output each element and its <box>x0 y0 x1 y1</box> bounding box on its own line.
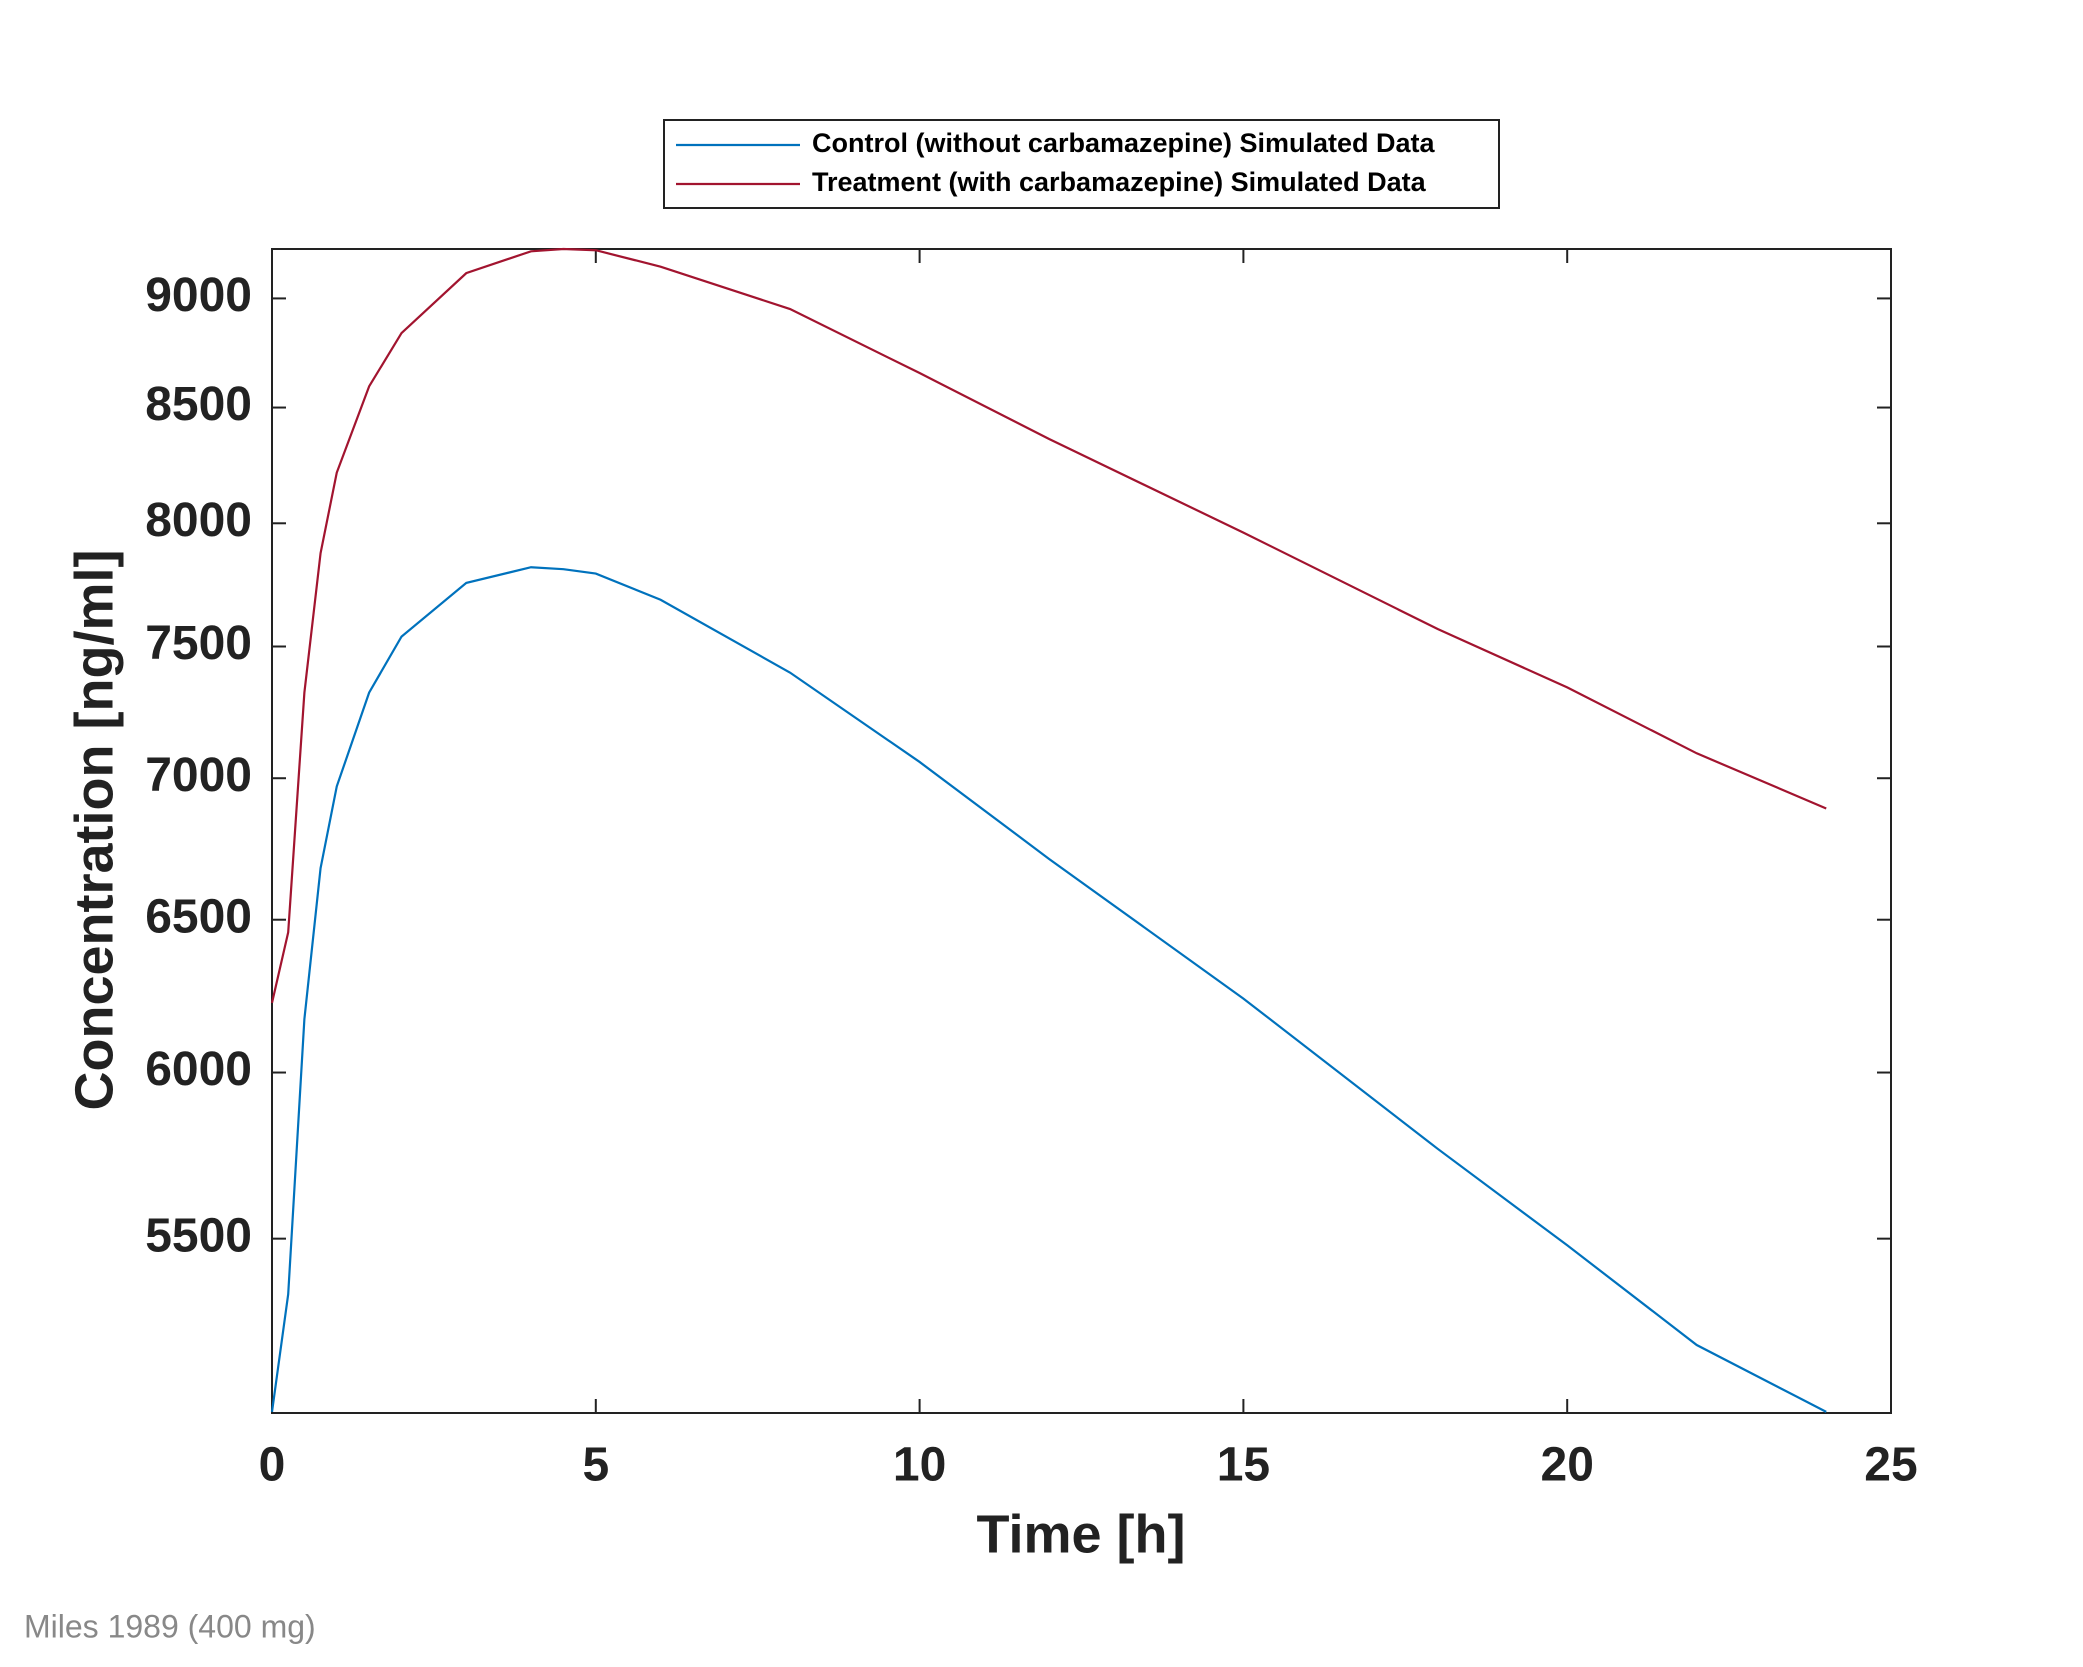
legend-box <box>663 119 1500 209</box>
y-tick-label: 7000 <box>145 749 252 802</box>
series-line <box>270 247 1827 1004</box>
footnote: Miles 1989 (400 mg) <box>24 1608 316 1644</box>
x-tick-label: 5 <box>582 1439 609 1492</box>
x-tick-label: 15 <box>1217 1439 1270 1492</box>
y-tick-label: 5500 <box>145 1209 252 1262</box>
plot-area <box>271 248 1892 1414</box>
y-tick-label: 8500 <box>145 378 252 431</box>
y-tick-label: 9000 <box>145 269 252 322</box>
legend-label: Treatment (with carbamazepine) Simulated… <box>812 167 1427 197</box>
y-tick-label: 6500 <box>145 890 252 943</box>
y-axis-label: Concentration [ng/ml] <box>64 550 124 1111</box>
x-axis-label: Time [h] <box>976 1504 1185 1564</box>
x-tick-label: 20 <box>1541 1439 1594 1492</box>
y-tick-label: 6000 <box>145 1043 252 1096</box>
x-tick-label: 25 <box>1864 1439 1917 1492</box>
legend-label: Control (without carbamazepine) Simulate… <box>812 128 1436 158</box>
y-tick-label: 8000 <box>145 494 252 547</box>
x-tick-label: 10 <box>893 1439 946 1492</box>
series-line <box>270 566 1827 1413</box>
x-tick-label: 0 <box>259 1439 286 1492</box>
y-tick-label: 7500 <box>145 617 252 670</box>
